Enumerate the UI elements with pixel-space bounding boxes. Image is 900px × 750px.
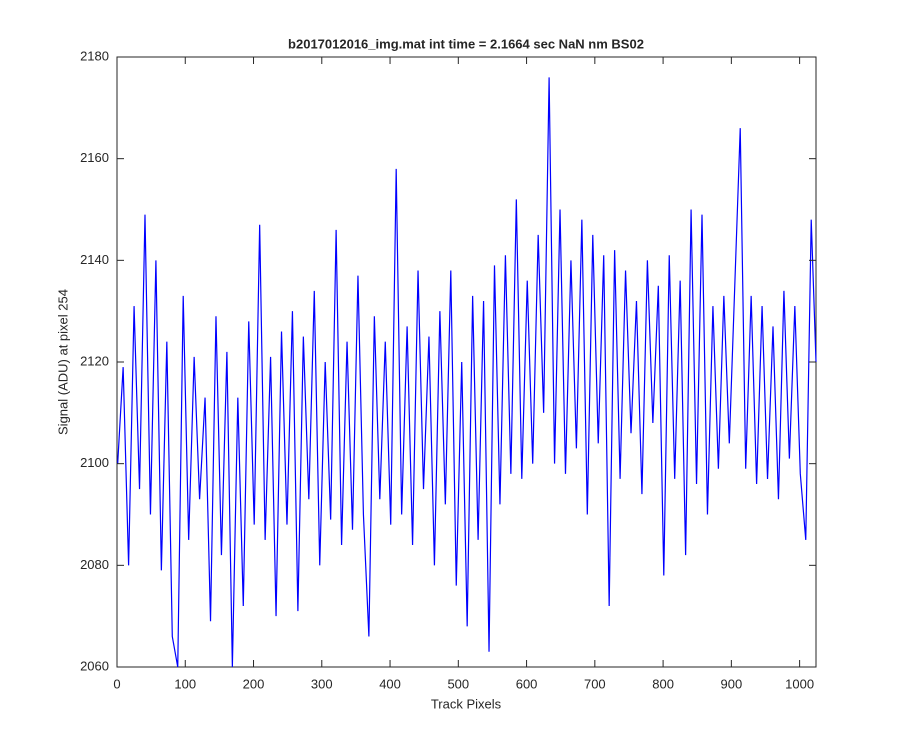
y-tick-label: 2080 — [80, 557, 109, 572]
x-tick-label: 500 — [447, 676, 469, 691]
y-tick-label: 2180 — [80, 48, 109, 63]
x-tick-label: 0 — [113, 676, 120, 691]
x-tick-label: 900 — [721, 676, 743, 691]
y-tick-label: 2060 — [80, 658, 109, 673]
y-axis-label: Signal (ADU) at pixel 254 — [55, 289, 70, 435]
y-tick-label: 2160 — [80, 150, 109, 165]
x-tick-label: 200 — [243, 676, 265, 691]
data-line — [117, 77, 817, 668]
y-tick-label: 2140 — [80, 252, 109, 267]
y-tick-label: 2120 — [80, 353, 109, 368]
x-tick-label: 300 — [311, 676, 333, 691]
x-tick-label: 1000 — [785, 676, 814, 691]
x-tick-label: 600 — [516, 676, 538, 691]
y-tick-label: 2100 — [80, 455, 109, 470]
x-tick-label: 700 — [584, 676, 606, 691]
x-tick-label: 400 — [379, 676, 401, 691]
x-tick-label: 100 — [174, 676, 196, 691]
x-tick-label: 800 — [652, 676, 674, 691]
chart-title: b2017012016_img.mat int time = 2.1664 se… — [288, 36, 644, 51]
x-axis-label: Track Pixels — [431, 696, 502, 711]
